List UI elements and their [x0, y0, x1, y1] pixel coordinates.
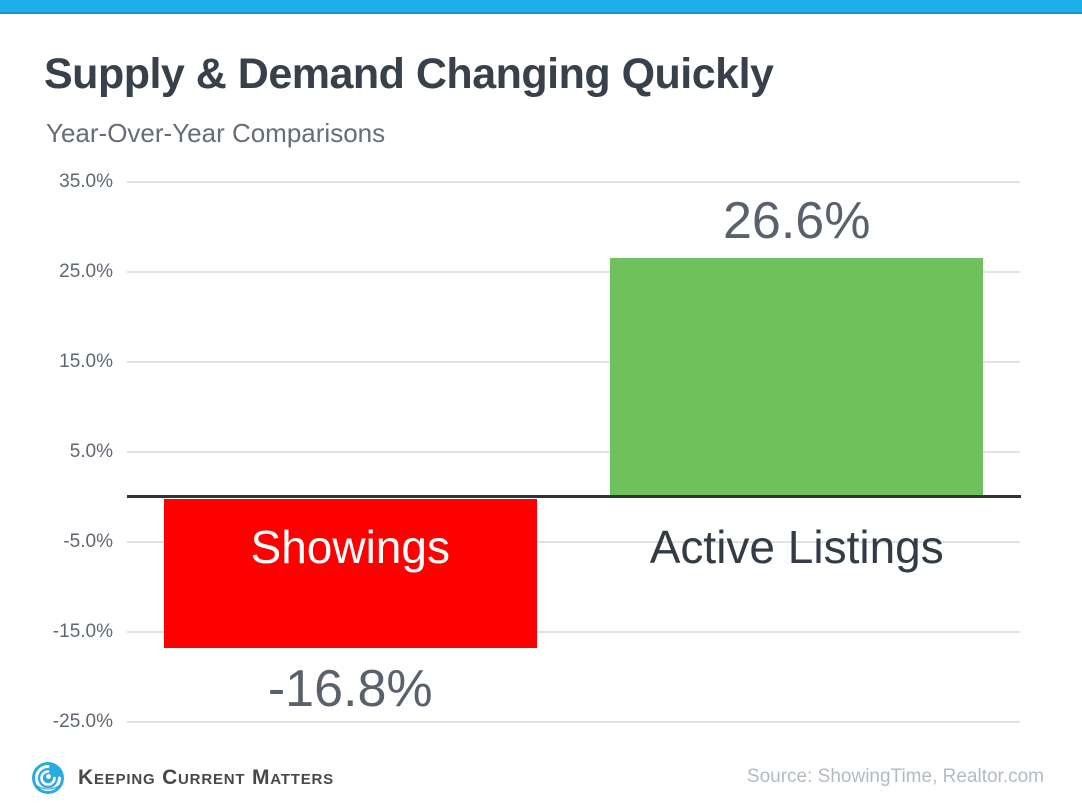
- y-axis-tick-label: -5.0%: [63, 531, 113, 552]
- bar-active-listings: [610, 257, 984, 497]
- gridline: [127, 181, 1020, 183]
- bar-category-label: Active Listings: [649, 521, 944, 573]
- bar-category-label: Showings: [250, 521, 450, 573]
- gridline: [127, 721, 1020, 723]
- source-credit: Source: ShowingTime, Realtor.com: [746, 766, 1044, 787]
- gridline: [127, 361, 1020, 363]
- bar-value-label: 26.6%: [723, 191, 871, 250]
- gridline: [127, 271, 1020, 273]
- kcm-logo: Keeping Current Matters: [30, 760, 334, 796]
- y-axis-tick-label: -15.0%: [52, 621, 113, 642]
- y-axis-tick-label: 5.0%: [69, 441, 113, 462]
- page-title: Supply & Demand Changing Quickly: [44, 50, 774, 98]
- y-axis-tick-label: 35.0%: [59, 171, 113, 192]
- bar-value-label: -16.8%: [267, 660, 433, 719]
- gridline: [127, 451, 1020, 453]
- kcm-swirl-icon: [32, 762, 64, 794]
- x-axis-zero-line: [127, 495, 1021, 498]
- page-subtitle: Year-Over-Year Comparisons: [46, 118, 386, 148]
- gridline: [127, 541, 1020, 543]
- gridline: [127, 631, 1020, 633]
- top-accent-bar: [0, 0, 1082, 14]
- brand-name: Keeping Current Matters: [78, 766, 334, 789]
- bar-showings: [163, 499, 537, 649]
- y-axis-tick-label: -25.0%: [52, 711, 113, 732]
- y-axis-tick-label: 25.0%: [59, 261, 113, 282]
- y-axis-tick-label: 15.0%: [59, 351, 113, 372]
- bar-chart: 35.0% 25.0% 15.0% 5.0% -5.0% -15.0% -25.0% -16.…: [0, 160, 1082, 740]
